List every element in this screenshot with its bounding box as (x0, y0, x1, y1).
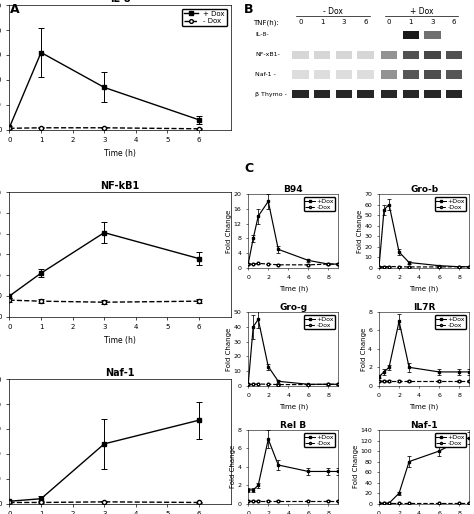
Bar (381, 51, 397, 59)
Bar (336, 90, 352, 98)
Bar (314, 70, 330, 79)
Y-axis label: Fold Change: Fold Change (357, 209, 363, 252)
X-axis label: Time (h): Time (h) (104, 336, 136, 345)
Title: NF-kB1: NF-kB1 (100, 181, 140, 191)
Bar (446, 51, 462, 59)
Bar (424, 70, 441, 79)
Bar (292, 70, 309, 79)
Text: 6: 6 (452, 20, 456, 26)
Text: + Dox: + Dox (410, 7, 433, 16)
Title: B94: B94 (283, 185, 303, 194)
Bar (446, 90, 462, 98)
Legend: +Dox, -Dox: +Dox, -Dox (435, 433, 466, 447)
Bar (424, 51, 441, 59)
Bar (292, 51, 309, 59)
Bar (403, 51, 419, 59)
Y-axis label: Fold Change: Fold Change (361, 327, 367, 371)
Bar (381, 90, 397, 98)
Legend: +Dox, -Dox: +Dox, -Dox (304, 433, 335, 447)
Text: 6: 6 (363, 20, 368, 26)
Text: - Dox: - Dox (323, 7, 343, 16)
Text: TNF(h):: TNF(h): (253, 19, 279, 26)
Bar (424, 31, 441, 39)
Bar (381, 70, 397, 79)
Y-axis label: Fold Change: Fold Change (353, 445, 359, 488)
Title: Rel B: Rel B (280, 421, 306, 430)
Legend: +Dox, -Dox: +Dox, -Dox (304, 197, 335, 211)
Bar (424, 90, 441, 98)
Legend: + Dox, - Dox: + Dox, - Dox (182, 9, 227, 26)
Text: 1: 1 (409, 20, 413, 26)
Bar (314, 90, 330, 98)
X-axis label: Time (h): Time (h) (410, 403, 439, 410)
Text: NF-xB1-: NF-xB1- (255, 52, 280, 57)
Bar (336, 70, 352, 79)
Text: IL-8-: IL-8- (255, 32, 269, 38)
Bar (357, 51, 374, 59)
Text: B: B (244, 3, 254, 15)
Bar (357, 70, 374, 79)
Title: Naf-1: Naf-1 (105, 369, 135, 378)
Bar (403, 90, 419, 98)
Bar (357, 90, 374, 98)
Bar (336, 51, 352, 59)
Text: A: A (9, 3, 19, 15)
Text: 1: 1 (320, 20, 324, 26)
Y-axis label: Fold Change: Fold Change (226, 209, 232, 252)
Text: 0: 0 (387, 20, 392, 26)
Title: Gro-g: Gro-g (279, 303, 307, 312)
Text: 3: 3 (342, 20, 346, 26)
Text: 0: 0 (298, 20, 303, 26)
Bar (292, 90, 309, 98)
Legend: +Dox, -Dox: +Dox, -Dox (304, 315, 335, 329)
X-axis label: Time (h): Time (h) (279, 403, 308, 410)
Bar (403, 31, 419, 39)
Bar (314, 51, 330, 59)
X-axis label: Time (h): Time (h) (410, 285, 439, 292)
Title: Gro-b: Gro-b (410, 185, 438, 194)
Y-axis label: Fold Change: Fold Change (230, 445, 236, 488)
Bar (403, 70, 419, 79)
X-axis label: Time (h): Time (h) (279, 285, 308, 292)
X-axis label: Time (h): Time (h) (104, 149, 136, 158)
Title: IL7R: IL7R (413, 303, 435, 312)
Text: β Thymo -: β Thymo - (255, 92, 287, 97)
Text: Naf-1 -: Naf-1 - (255, 72, 276, 77)
Y-axis label: Fold Change: Fold Change (226, 327, 232, 371)
Text: C: C (244, 162, 253, 175)
Text: 3: 3 (430, 20, 435, 26)
Bar (446, 70, 462, 79)
Legend: +Dox, -Dox: +Dox, -Dox (435, 315, 466, 329)
Legend: +Dox, -Dox: +Dox, -Dox (435, 197, 466, 211)
Title: IL-8: IL-8 (109, 0, 130, 4)
Title: Naf-1: Naf-1 (410, 421, 438, 430)
